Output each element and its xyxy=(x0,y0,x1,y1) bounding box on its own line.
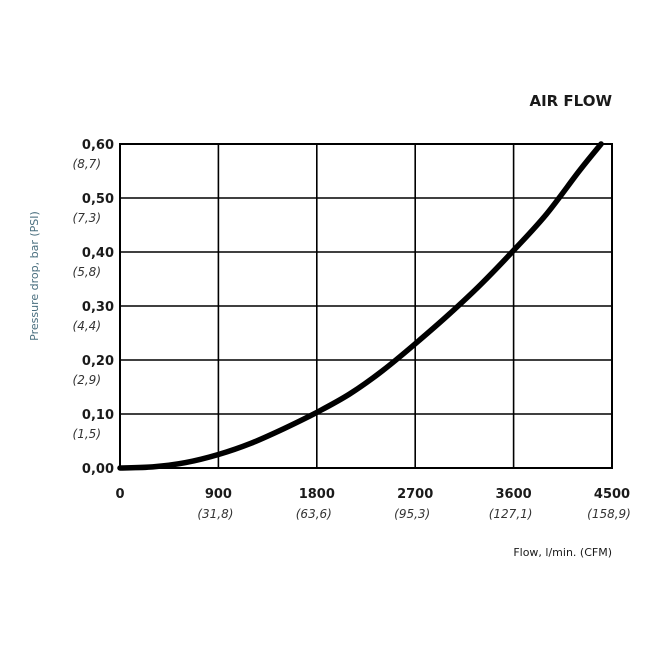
x-tick-label-cfm: (127,1) xyxy=(489,507,533,521)
x-axis-ticks: 0 900 (31,8) 1800 (63,6) 2700 (95,3) 3600 (127,1… xyxy=(115,487,630,521)
x-tick-label-cfm: (95,3) xyxy=(394,507,430,521)
y-tick-label-psi: (1,5) xyxy=(73,427,101,441)
y-tick-label: 0,60 xyxy=(82,138,114,153)
y-tick-label: 0,30 xyxy=(82,300,114,315)
plot-frame xyxy=(119,143,613,469)
x-tick-label-cfm: (158,9) xyxy=(587,507,631,521)
y-axis-label: Pressure drop, bar (PSI) xyxy=(28,211,41,341)
x-tick-label: 2700 xyxy=(397,487,433,502)
x-tick-label-cfm: (63,6) xyxy=(296,507,332,521)
x-axis-label: Flow, l/min. (CFM) xyxy=(513,546,612,559)
y-tick-label-psi: (4,4) xyxy=(73,319,101,333)
y-tick-label-psi: (7,3) xyxy=(73,211,101,225)
x-tick-label: 0 xyxy=(115,487,124,502)
y-tick-label: 0,10 xyxy=(82,408,114,423)
y-tick-label: 0,50 xyxy=(82,192,114,207)
y-tick-label-psi: (5,8) xyxy=(73,265,101,279)
series-line-air-flow xyxy=(117,141,604,471)
x-tick-label: 900 xyxy=(205,487,232,502)
x-tick-label-cfm: (31,8) xyxy=(197,507,233,521)
y-tick-label: 0,00 xyxy=(82,462,114,477)
y-tick-label-psi: (8,7) xyxy=(73,157,101,171)
y-tick-label: 0,40 xyxy=(82,246,114,261)
y-axis-ticks: 0,00 0,10 (1,5) 0,20 (2,9) 0,30 (4,4) 0,40 (5,8)… xyxy=(73,138,114,477)
x-tick-label: 4500 xyxy=(594,487,630,502)
y-tick-label-psi: (2,9) xyxy=(73,373,101,387)
chart-title: AIR FLOW xyxy=(529,92,612,110)
y-tick-label: 0,20 xyxy=(82,354,114,369)
x-tick-label: 1800 xyxy=(299,487,335,502)
grid xyxy=(120,144,612,468)
x-tick-label: 3600 xyxy=(496,487,532,502)
